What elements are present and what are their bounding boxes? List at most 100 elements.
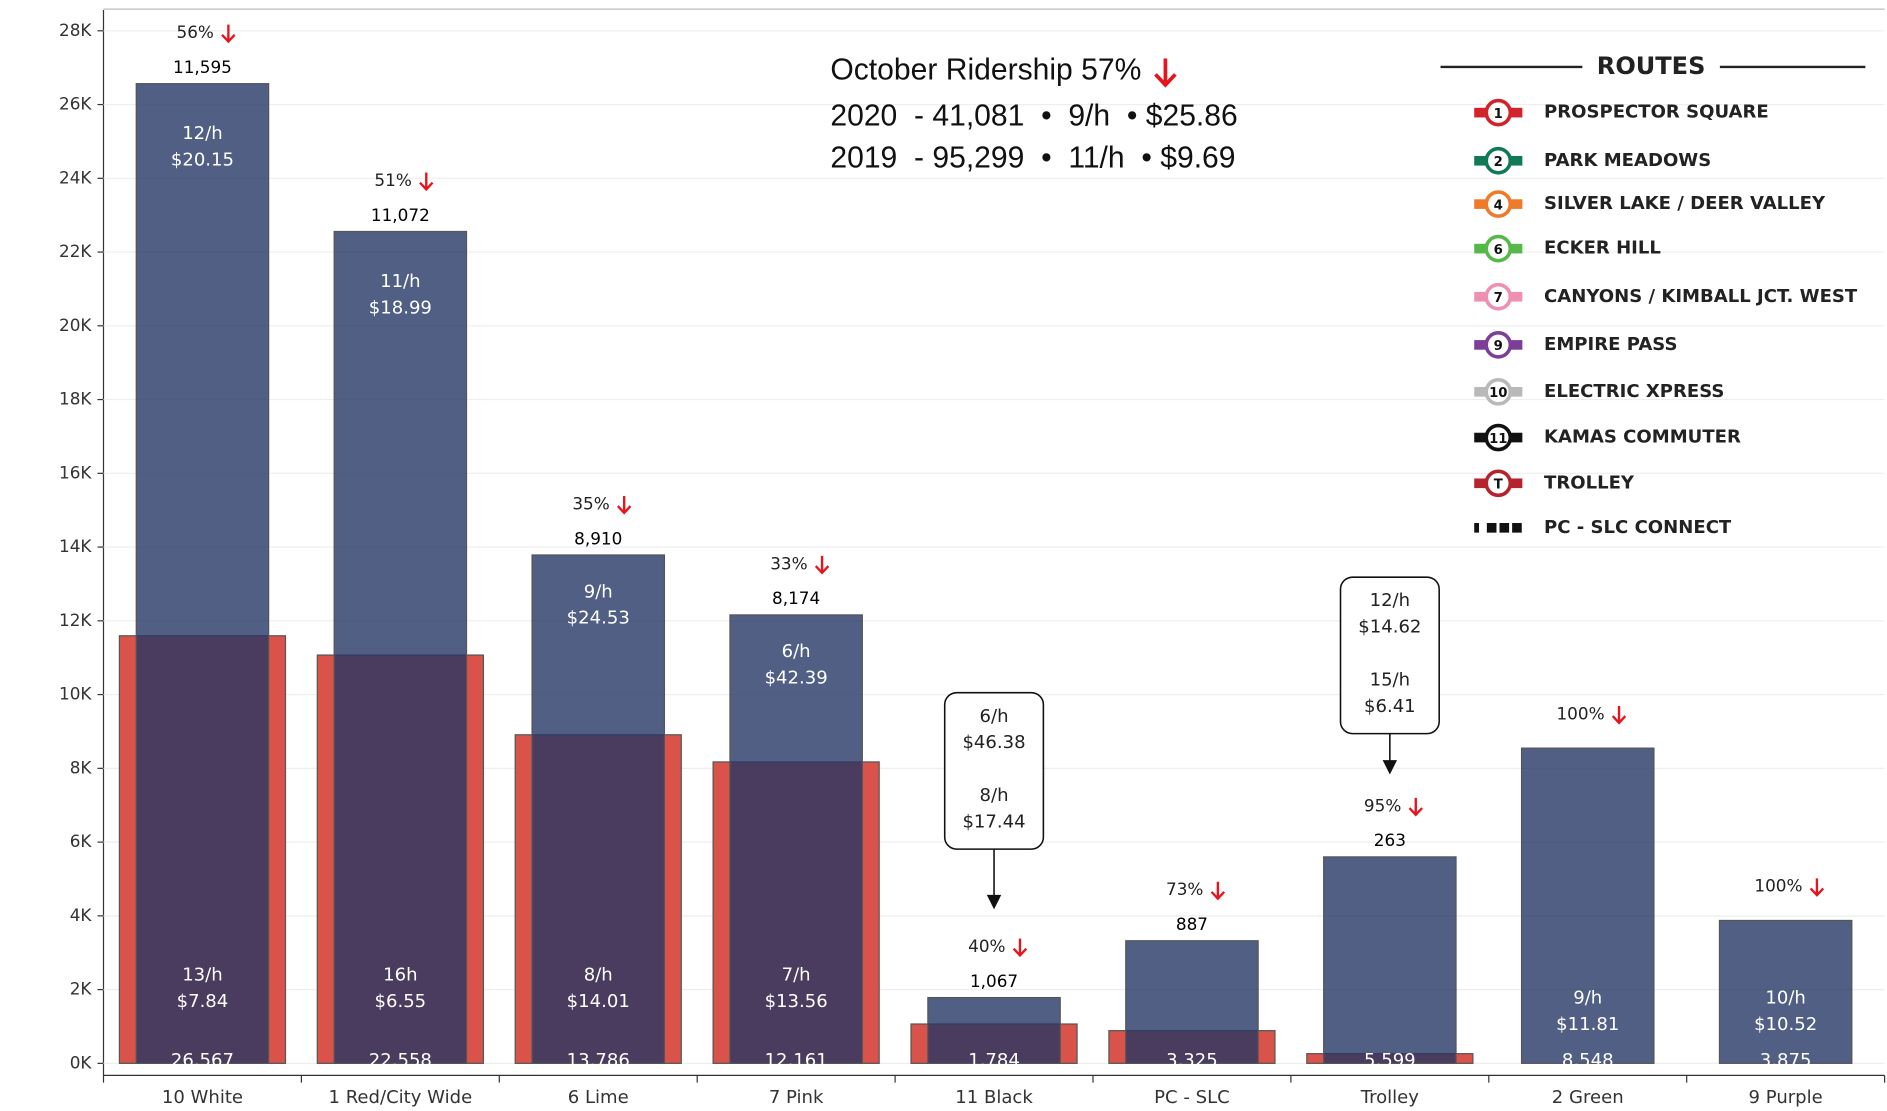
- rate-note: $46.38: [962, 732, 1025, 753]
- callout-arrowhead: [986, 894, 1002, 910]
- down-arrow: [1210, 881, 1226, 901]
- bar-value-label: 3,325: [1166, 1050, 1218, 1071]
- rate-note: 13/h: [182, 965, 222, 986]
- legend-label: TROLLEY: [1544, 472, 1635, 493]
- legend-badge: [1484, 146, 1513, 175]
- bar-value-label: 8,910: [574, 528, 622, 548]
- legend-label: ELECTRIC XPRESS: [1544, 381, 1724, 402]
- y-tick-label: 26K: [59, 94, 92, 114]
- y-tick-label: 24K: [59, 167, 92, 187]
- summary-line: 2020 - 41,081 • 9/h • $25.86: [830, 99, 1237, 132]
- legend-dash: [1486, 523, 1497, 533]
- legend-label: CANYONS / KIMBALL JCT. WEST: [1544, 286, 1858, 307]
- change-label: 95%: [1364, 795, 1401, 815]
- change-label: 33%: [770, 553, 807, 573]
- x-tick-label: 9 Purple: [1749, 1087, 1823, 1108]
- x-tick-label: 1 Red/City Wide: [328, 1087, 472, 1108]
- rate-note: $11.81: [1556, 1014, 1619, 1035]
- rate-note: $17.44: [962, 812, 1025, 833]
- y-tick-label: 12K: [59, 610, 92, 630]
- rate-note: $18.99: [369, 298, 432, 319]
- x-tick-label: 6 Lime: [568, 1087, 629, 1108]
- x-tick-label: 11 Black: [955, 1087, 1033, 1108]
- rate-note: $42.39: [765, 668, 828, 689]
- change-label: 40%: [968, 936, 1005, 956]
- x-tick-label: PC - SLC: [1154, 1087, 1230, 1108]
- legend-badge-label: 9: [1494, 339, 1503, 354]
- y-tick-label: 4K: [70, 905, 93, 925]
- legend-dash: [1474, 523, 1480, 533]
- y-tick-label: 2K: [70, 979, 93, 999]
- bar: [927, 996, 1061, 1064]
- down-arrow: [1154, 58, 1177, 88]
- legend-badge: [1484, 423, 1513, 452]
- callout-arrowhead: [1382, 760, 1398, 775]
- rate-note: 8/h: [980, 785, 1009, 806]
- y-tick-label: 22K: [59, 241, 92, 261]
- bar-value-label: 8,174: [772, 588, 820, 608]
- legend-label: SILVER LAKE / DEER VALLEY: [1544, 193, 1826, 214]
- change-label: 73%: [1166, 879, 1203, 899]
- legend-label: EMPIRE PASS: [1544, 334, 1677, 355]
- y-tick-label: 14K: [59, 536, 92, 556]
- legend-label: PC - SLC CONNECT: [1544, 517, 1732, 538]
- down-arrow: [1611, 706, 1627, 725]
- down-arrow: [419, 172, 434, 192]
- bar-value-label: 8,548: [1562, 1050, 1614, 1071]
- legend-badge-label: 2: [1494, 155, 1503, 170]
- rate-note: 6/h: [782, 641, 811, 662]
- legend-label: PROSPECTOR SQUARE: [1544, 102, 1769, 123]
- bar-value-label: 22,558: [369, 1050, 432, 1071]
- bar-value-label: 263: [1374, 830, 1406, 850]
- legend-badge: [1484, 377, 1513, 406]
- bar-value-label: 1,067: [970, 971, 1018, 991]
- rate-note: 7/h: [782, 965, 811, 986]
- down-arrow: [616, 495, 632, 515]
- rate-note: $6.55: [375, 991, 427, 1012]
- bar: [1125, 940, 1259, 1064]
- bar-value-label: 11,595: [173, 57, 232, 77]
- rate-note: 8/h: [584, 965, 613, 986]
- legend-label: ECKER HILL: [1544, 238, 1661, 259]
- down-arrow: [221, 24, 236, 44]
- y-tick-label: 10K: [59, 684, 92, 704]
- bar: [729, 614, 863, 1064]
- rate-note: $14.62: [1358, 617, 1421, 638]
- change-label: 51%: [374, 170, 411, 190]
- y-tick-label: 8K: [70, 757, 93, 777]
- down-arrow: [1809, 878, 1825, 897]
- bar: [1718, 919, 1853, 1064]
- legend-badge-label: 7: [1494, 291, 1503, 306]
- change-label: 100%: [1754, 876, 1802, 896]
- rate-note: 9/h: [1573, 987, 1602, 1008]
- rate-note: $20.15: [171, 150, 234, 171]
- rate-note: $14.01: [567, 991, 630, 1012]
- legend-badge-label: 1: [1494, 107, 1503, 122]
- legend-badge-label: 4: [1494, 198, 1503, 213]
- bar-value-label: 887: [1176, 914, 1208, 934]
- legend-title: ROUTES: [1597, 52, 1706, 80]
- legend-badge: [1484, 98, 1513, 127]
- rate-note: 15/h: [1370, 670, 1410, 691]
- y-tick-label: 0K: [70, 1052, 93, 1072]
- bar-value-label: 12,161: [765, 1050, 828, 1071]
- legend-label: PARK MEADOWS: [1544, 150, 1711, 171]
- bar: [333, 230, 468, 1064]
- y-tick-label: 16K: [59, 462, 92, 482]
- bar: [135, 83, 270, 1064]
- bar: [1520, 747, 1655, 1064]
- legend-dash: [1499, 523, 1510, 533]
- change-label: 100%: [1556, 703, 1604, 723]
- legend-badge: [1484, 331, 1513, 359]
- rate-note: 10/h: [1765, 987, 1805, 1008]
- down-arrow: [814, 555, 830, 575]
- rate-note: $7.84: [177, 991, 229, 1012]
- legend-label: KAMAS COMMUTER: [1544, 427, 1741, 448]
- rate-note: 11/h: [380, 271, 420, 292]
- bar: [1323, 856, 1457, 1064]
- x-tick-label: 10 White: [162, 1087, 243, 1108]
- down-arrow: [1012, 938, 1028, 958]
- rate-note: 12/h: [182, 123, 222, 144]
